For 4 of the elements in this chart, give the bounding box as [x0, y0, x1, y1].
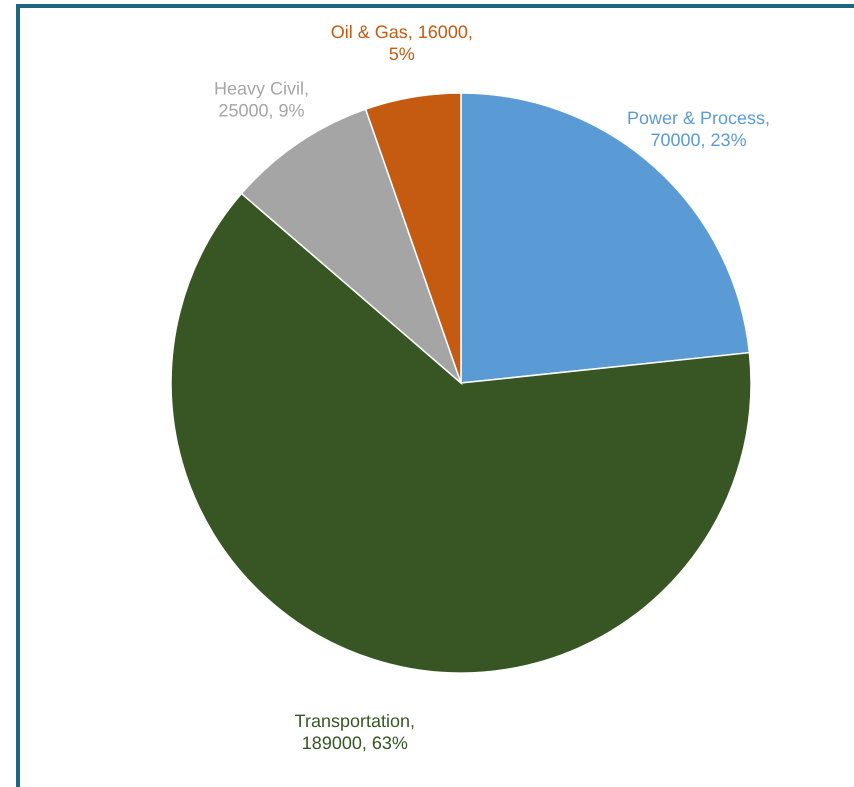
slice-label: Power & Process, 70000, 23%: [627, 108, 770, 150]
slice-label: Heavy Civil, 25000, 9%: [214, 78, 309, 120]
slice-label: Oil & Gas, 16000, 5%: [330, 22, 473, 64]
slice-label: Transportation, 189000, 63%: [294, 710, 416, 753]
